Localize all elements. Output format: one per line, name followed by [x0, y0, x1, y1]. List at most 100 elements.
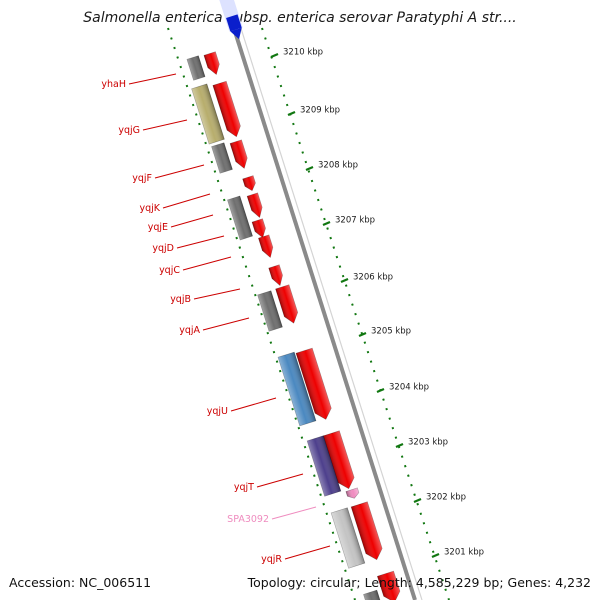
gene-block-yqjR-shade	[331, 507, 365, 569]
scale-tick-label-1: 3210 kbp	[283, 48, 323, 58]
scale-tick-3	[305, 165, 314, 172]
leader-line-yqjU	[230, 397, 277, 412]
scale-tick-label-9: 3202 kbp	[426, 493, 466, 503]
gene-label-yqjK: yqjK	[139, 203, 160, 214]
scale-tick-label-3: 3208 kbp	[318, 161, 358, 171]
gene-arrow-SPA3092-shade	[345, 487, 359, 499]
cds-arrow-10-shade	[296, 348, 332, 420]
gene-block-bottom	[363, 589, 381, 600]
leader-line-yqjB	[193, 288, 241, 300]
outer-guide-dots	[261, 27, 450, 600]
cds-arrow-1-shade	[203, 51, 220, 75]
gene-block-yqjT	[306, 435, 342, 497]
gene-label-yqjE: yqjE	[148, 222, 168, 233]
gene-block-yqjU-shade	[278, 352, 316, 426]
leader-line-yqjR	[284, 545, 331, 560]
gene-label-yhaH: yhaH	[101, 79, 126, 90]
backbone-highlight	[231, 0, 423, 600]
leader-line-yqjT	[256, 473, 304, 488]
gene-label-yqjC: yqjC	[159, 265, 180, 276]
cds-arrow-2-shade	[212, 81, 241, 137]
gene-block-yqjF-shade	[211, 142, 233, 174]
gene-label-yqjB: yqjB	[170, 294, 191, 305]
scale-tick-8	[395, 442, 404, 449]
leader-line-SPA3092	[271, 506, 317, 520]
gene-block-yhaH-shade	[186, 55, 206, 81]
scale-tick-label-7: 3204 kbp	[389, 383, 429, 393]
cds-arrow-11-shade	[323, 430, 355, 489]
scale-tick-label-5: 3206 kbp	[353, 273, 393, 283]
scale-tick-6	[358, 331, 367, 338]
leader-line-yhaH	[128, 73, 177, 85]
leader-line-yqjG	[142, 119, 188, 131]
gene-label-yqjU: yqjU	[207, 406, 228, 417]
cds-arrow-5	[246, 192, 263, 218]
scale-tick-label-2: 3209 kbp	[300, 106, 340, 116]
gene-label-yqjG: yqjG	[118, 125, 140, 136]
scale-tick-9	[413, 497, 422, 504]
gene-label-yqjD: yqjD	[152, 243, 174, 254]
gene-block-yqjE-shade	[227, 196, 253, 240]
gene-label-yqjT: yqjT	[234, 482, 254, 493]
scale-tick-7	[376, 387, 385, 394]
top-feature-blue	[226, 14, 242, 32]
gene-block-yqjA-shade	[257, 290, 283, 332]
cds-arrow-12-shade	[351, 501, 383, 560]
cds-arrow-2	[212, 80, 241, 138]
scale-tick-10	[431, 552, 440, 559]
backbone-line	[223, 0, 417, 600]
leader-line-yqjK	[162, 193, 211, 209]
leader-line-yqjE	[170, 214, 214, 228]
gene-block-yqjE	[227, 195, 253, 241]
inner-guide-dots	[167, 27, 356, 600]
genome-title: Salmonella enterica subsp. enterica sero…	[83, 10, 517, 26]
cds-arrow-3-shade	[230, 139, 248, 169]
cds-arrow-9	[275, 284, 299, 324]
gene-label-yqjR: yqjR	[261, 554, 282, 565]
gene-block-yqjG	[191, 83, 225, 145]
gene-label-SPA3092: SPA3092	[227, 514, 269, 525]
gene-block-yqjT-shade	[307, 435, 341, 497]
scale-tick-5	[340, 277, 349, 284]
cds-arrow-8	[268, 264, 283, 287]
cds-arrow-12	[350, 501, 383, 561]
gene-block-yqjF	[211, 142, 233, 174]
cds-arrow-7-shade	[258, 234, 273, 258]
gene-block-yqjR	[330, 507, 366, 569]
scale-tick-4	[322, 220, 331, 227]
accession-label: Accession: NC_006511	[9, 575, 152, 590]
gene-block-bottom-shade	[363, 590, 381, 600]
cds-arrow-13	[376, 570, 401, 600]
cds-arrow-13-shade	[377, 571, 400, 600]
leader-line-yqjC	[182, 256, 232, 271]
leader-line-yqjF	[154, 164, 205, 179]
top-feature-arrow	[230, 27, 242, 40]
scale-tick-2	[287, 110, 296, 117]
gene-arrow-SPA3092	[345, 487, 360, 499]
cds-arrow-4	[242, 175, 256, 192]
gene-label-yqjA: yqjA	[179, 325, 200, 336]
gene-label-yqjF: yqjF	[132, 173, 152, 184]
cds-arrow-7	[258, 234, 274, 259]
gene-block-yqjA	[257, 290, 283, 332]
gene-block-yqjU	[277, 351, 317, 427]
cds-arrow-1	[203, 51, 220, 76]
cds-arrow-5-shade	[247, 192, 263, 218]
cds-arrow-11	[322, 430, 355, 490]
gene-block-yqjG-shade	[191, 83, 225, 145]
scale-tick-label-10: 3201 kbp	[444, 548, 484, 558]
scale-tick-1	[270, 52, 279, 59]
cds-arrow-4-shade	[242, 175, 256, 191]
cds-arrow-3	[229, 139, 248, 169]
leader-line-yqjD	[176, 235, 225, 249]
scale-tick-label-4: 3207 kbp	[335, 216, 375, 226]
cds-arrow-6-shade	[252, 218, 266, 238]
topology-label: Topology: circular; Length: 4,585,229 bp…	[247, 575, 591, 590]
scale-tick-label-6: 3205 kbp	[371, 327, 411, 337]
cds-arrow-6	[251, 218, 266, 239]
cds-arrow-9-shade	[275, 284, 298, 324]
cds-arrow-10	[295, 347, 332, 420]
leader-line-yqjA	[202, 317, 250, 331]
